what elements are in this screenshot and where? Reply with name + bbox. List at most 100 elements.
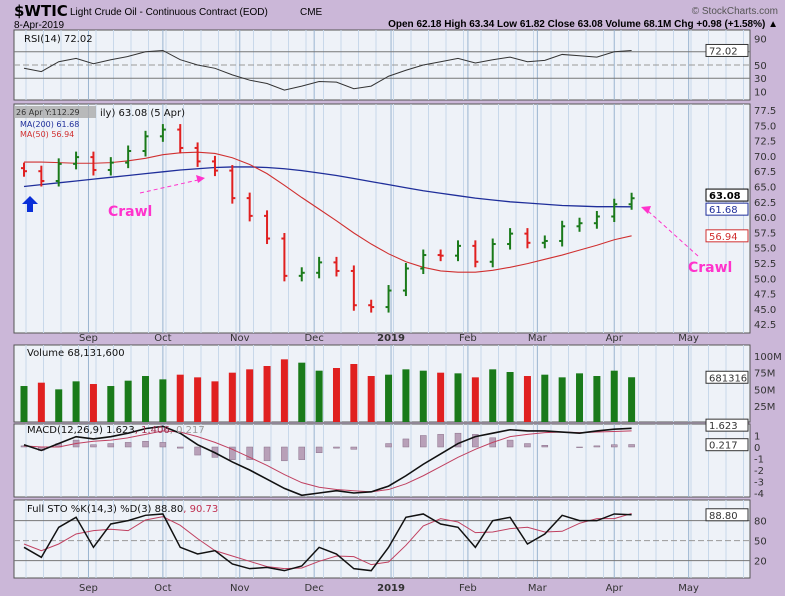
volume-bar: [315, 370, 323, 422]
volume-bar: [280, 359, 288, 422]
y-tick-label: 62.5: [754, 198, 776, 209]
y-tick-label: -3: [754, 478, 764, 489]
x-tick-label: Oct: [154, 333, 171, 344]
volume-bar: [55, 389, 63, 422]
ma50-last: 56.94: [709, 232, 738, 243]
up-arrow-icon: [22, 196, 38, 212]
macd-histogram-bar: [576, 446, 583, 448]
price-last-close: 63.08: [709, 191, 741, 202]
macd-histogram-bar: [593, 445, 601, 448]
price-legend: ily) 63.08 (5 Apr): [100, 108, 185, 119]
y-tick-label: 45.0: [754, 305, 776, 316]
price-panel: [13, 103, 751, 334]
ma50-line: [24, 151, 632, 273]
macd-hist-last: 0.217: [709, 441, 738, 452]
volume-bar: [385, 374, 393, 422]
volume-bar: [37, 382, 45, 422]
y-tick-label: 67.5: [754, 167, 776, 178]
sto-panel: [13, 499, 751, 579]
volume-bar: [20, 386, 28, 422]
ma200-last: 61.68: [709, 205, 738, 216]
volume-bar: [576, 373, 584, 422]
cursor-tooltip-text: 26 Apr Y:112.29: [16, 108, 80, 117]
y-tick-label: -2: [754, 466, 764, 477]
x-tick-label: Mar: [528, 583, 548, 594]
rsi-last-value: 72.02: [709, 46, 738, 57]
copyright: © StockCharts.com: [692, 6, 778, 17]
macd-histogram-bar: [159, 442, 167, 448]
volume-bar: [402, 369, 410, 422]
y-tick-label: -4: [754, 489, 764, 500]
macd-histogram-bar: [246, 446, 253, 460]
volume-bar: [194, 377, 202, 422]
y-tick-label: 10: [754, 87, 767, 98]
x-tick-label: May: [678, 333, 699, 344]
rsi-legend: RSI(14) 72.02: [24, 34, 93, 45]
volume-bar: [610, 370, 618, 422]
macd-histogram-bar: [541, 445, 549, 448]
symbol: $WTIC: [14, 2, 68, 20]
x-tick-label: Sep: [79, 333, 98, 344]
volume-bar: [124, 380, 132, 422]
y-tick-label: 47.5: [754, 290, 776, 301]
volume-bar: [454, 373, 462, 422]
volume-bar: [246, 369, 254, 422]
x-tick-label: 2019: [377, 333, 405, 344]
volume-bar: [628, 377, 636, 422]
macd-histogram-bar: [263, 446, 271, 462]
y-tick-label: 1: [754, 432, 760, 443]
y-tick-label: 52.5: [754, 259, 776, 270]
y-tick-label: 90: [754, 35, 767, 46]
volume-bar: [523, 376, 531, 422]
ohlc-summary: Open 62.18 High 63.34 Low 61.82 Close 63…: [388, 19, 778, 30]
x-tick-label: Sep: [79, 583, 98, 594]
y-tick-label: 75.0: [754, 121, 776, 132]
x-tick-label: Feb: [459, 333, 477, 344]
volume-bar: [471, 377, 479, 422]
macd-histogram-bar: [524, 443, 531, 448]
volume-bar: [419, 370, 427, 422]
macd-legend: MACD(12,26,9) 1.623, 1.406, 0.217: [27, 425, 205, 436]
x-tick-label: Feb: [459, 583, 477, 594]
macd-last-box: [705, 418, 749, 432]
y-tick-label: 50: [754, 61, 767, 72]
macd-histogram-bar: [420, 435, 427, 448]
y-tick-label: 50.0: [754, 274, 776, 285]
macd-histogram-bar: [402, 438, 410, 448]
volume-bar: [541, 374, 549, 422]
macd-last: 1.623: [709, 421, 738, 432]
macd-histogram-bar: [124, 442, 132, 448]
volume-bar: [142, 376, 150, 422]
volume-bar: [298, 362, 306, 422]
sto-k-line: [23, 513, 632, 572]
rsi-last-value-box: [705, 43, 749, 57]
ma50-last-box: [705, 229, 749, 243]
y-tick-label: 50M: [754, 385, 775, 396]
macd-line: [23, 425, 632, 497]
x-tick-label: Oct: [154, 583, 171, 594]
volume-bar: [350, 364, 358, 422]
macd-histogram-bar: [506, 439, 514, 448]
y-tick-label: 20: [754, 557, 767, 568]
y-tick-label: -1: [754, 455, 764, 466]
volume-panel: [13, 344, 751, 423]
y-tick-label: 80: [754, 517, 767, 528]
annotation-crawl-right: Crawl: [688, 260, 732, 276]
macd-histogram-bar: [298, 446, 306, 460]
sto-last: 88.80: [709, 511, 738, 522]
ma50-legend: MA(50) 56.94: [20, 130, 74, 139]
volume-legend: Volume 68,131,600: [27, 348, 125, 359]
ma200-line: [23, 166, 632, 208]
x-tick-label: Mar: [528, 333, 548, 344]
macd-hist-last-box: [705, 438, 749, 452]
y-tick-label: 42.5: [754, 320, 776, 331]
y-tick-label: 72.5: [754, 137, 776, 148]
sto-last-box: [705, 508, 749, 522]
macd-histogram-bar: [333, 446, 340, 449]
volume-bar: [176, 374, 184, 422]
sto-d-line: [23, 513, 632, 570]
y-tick-label: 70.0: [754, 152, 776, 163]
macd-histogram-bar: [194, 446, 201, 456]
volume-bar: [437, 372, 445, 422]
volume-bar: [506, 372, 514, 422]
